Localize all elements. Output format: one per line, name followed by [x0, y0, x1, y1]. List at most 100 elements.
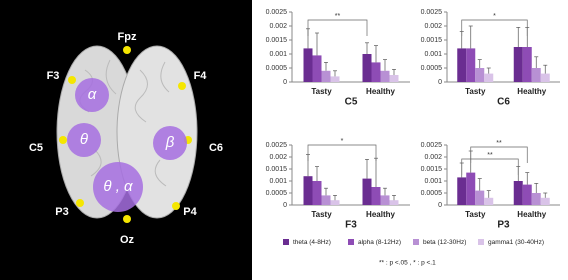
x-tick-label: Tasty: [465, 87, 486, 96]
chart-title: F3: [345, 220, 357, 231]
x-tick-label: Healthy: [517, 87, 546, 96]
y-tick-label: 0.002: [269, 23, 287, 30]
y-tick-label: 0.001: [269, 51, 287, 58]
chart-title: C5: [345, 97, 358, 108]
bar: [457, 177, 467, 205]
y-tick-label: 0.0015: [421, 166, 443, 173]
y-tick-label: 0: [283, 202, 287, 209]
electrode-dot: [76, 199, 84, 207]
y-tick-label: 0.001: [424, 51, 442, 58]
bar: [513, 47, 523, 82]
bar: [484, 197, 494, 205]
bar: [380, 70, 390, 82]
x-tick-label: Tasty: [311, 87, 332, 96]
band-label: θ , α: [103, 178, 133, 195]
significance-bracket: [461, 158, 519, 175]
y-tick-label: 0.0005: [421, 190, 443, 197]
chart-title: C6: [497, 97, 510, 108]
legend-swatch: [348, 239, 354, 245]
footnote: ** : p <.05 , * : p <.1: [379, 260, 436, 267]
electrode-label: F4: [194, 70, 208, 82]
bar: [362, 54, 372, 82]
band-region: [93, 162, 143, 212]
y-tick-label: 0.0025: [266, 142, 288, 149]
x-tick-label: Healthy: [366, 87, 395, 96]
significance-bracket: [307, 144, 377, 161]
band-region: [75, 78, 109, 112]
y-tick-label: 0.0015: [266, 166, 288, 173]
bar: [389, 75, 399, 82]
bar: [484, 73, 494, 82]
electrode-dot: [123, 215, 131, 223]
legend-label: alpha (8-12Hz): [358, 239, 401, 246]
band-label: α: [88, 86, 97, 103]
band-label: θ: [80, 131, 88, 148]
bar: [312, 55, 322, 82]
bar: [540, 73, 550, 82]
bar: [321, 70, 331, 82]
y-tick-label: 0: [438, 202, 442, 209]
x-tick-label: Healthy: [517, 210, 546, 219]
x-tick-label: Tasty: [311, 210, 332, 219]
legend-label: beta (12-30Hz): [423, 239, 466, 246]
bar: [321, 195, 331, 205]
electrode-dot: [178, 82, 186, 90]
significance-label: **: [335, 13, 341, 20]
y-tick-label: 0.002: [269, 154, 287, 161]
bar: [475, 68, 485, 82]
bar: [303, 176, 313, 205]
band-region: [153, 126, 187, 160]
y-tick-label: 0.0015: [421, 37, 443, 44]
y-tick-label: 0.0005: [266, 190, 288, 197]
legend-swatch: [283, 239, 289, 245]
y-tick-label: 0.0025: [421, 9, 443, 16]
bar: [457, 48, 467, 82]
legend-label: theta (4-8Hz): [293, 239, 331, 246]
band-region: [67, 123, 101, 157]
electrode-label: P3: [55, 206, 68, 218]
electrode-dot: [68, 76, 76, 84]
bar: [380, 195, 390, 205]
significance-bracket: [461, 19, 528, 36]
bar: [371, 187, 381, 205]
y-tick-label: 0.0015: [266, 37, 288, 44]
significance-label: **: [487, 152, 493, 159]
bar: [466, 48, 476, 82]
x-tick-label: Healthy: [366, 210, 395, 219]
bar: [531, 193, 541, 205]
bar: [540, 197, 550, 205]
bar: [513, 181, 523, 205]
y-tick-label: 0: [438, 79, 442, 86]
y-tick-label: 0.001: [269, 178, 287, 185]
significance-bracket: [307, 19, 368, 36]
y-tick-label: 0.0005: [421, 65, 443, 72]
bar: [389, 200, 399, 205]
legend-swatch: [478, 239, 484, 245]
y-tick-label: 0.0025: [266, 9, 288, 16]
bar: [330, 200, 340, 205]
electrode-dot: [59, 136, 67, 144]
significance-label: **: [496, 140, 502, 147]
significance-label: *: [341, 138, 344, 145]
electrode-label: F3: [47, 70, 60, 82]
bar: [522, 47, 532, 82]
bar: [475, 190, 485, 205]
bar: [531, 68, 541, 82]
y-tick-label: 0.0025: [421, 142, 443, 149]
band-label: β: [165, 134, 175, 151]
electrode-label: C6: [209, 142, 223, 154]
significance-label: *: [493, 13, 496, 20]
y-tick-label: 0: [283, 79, 287, 86]
electrode-dot: [172, 202, 180, 210]
x-tick-label: Tasty: [465, 210, 486, 219]
chart-title: P3: [497, 220, 510, 231]
electrode-label: Fpz: [118, 31, 137, 43]
bar: [466, 172, 476, 205]
y-tick-label: 0.002: [424, 154, 442, 161]
bar: [371, 62, 381, 82]
bar: [362, 178, 372, 205]
electrode-label: Oz: [120, 234, 135, 246]
electrode-label: P4: [183, 206, 197, 218]
legend-label: gamma1 (30-40Hz): [488, 239, 544, 246]
